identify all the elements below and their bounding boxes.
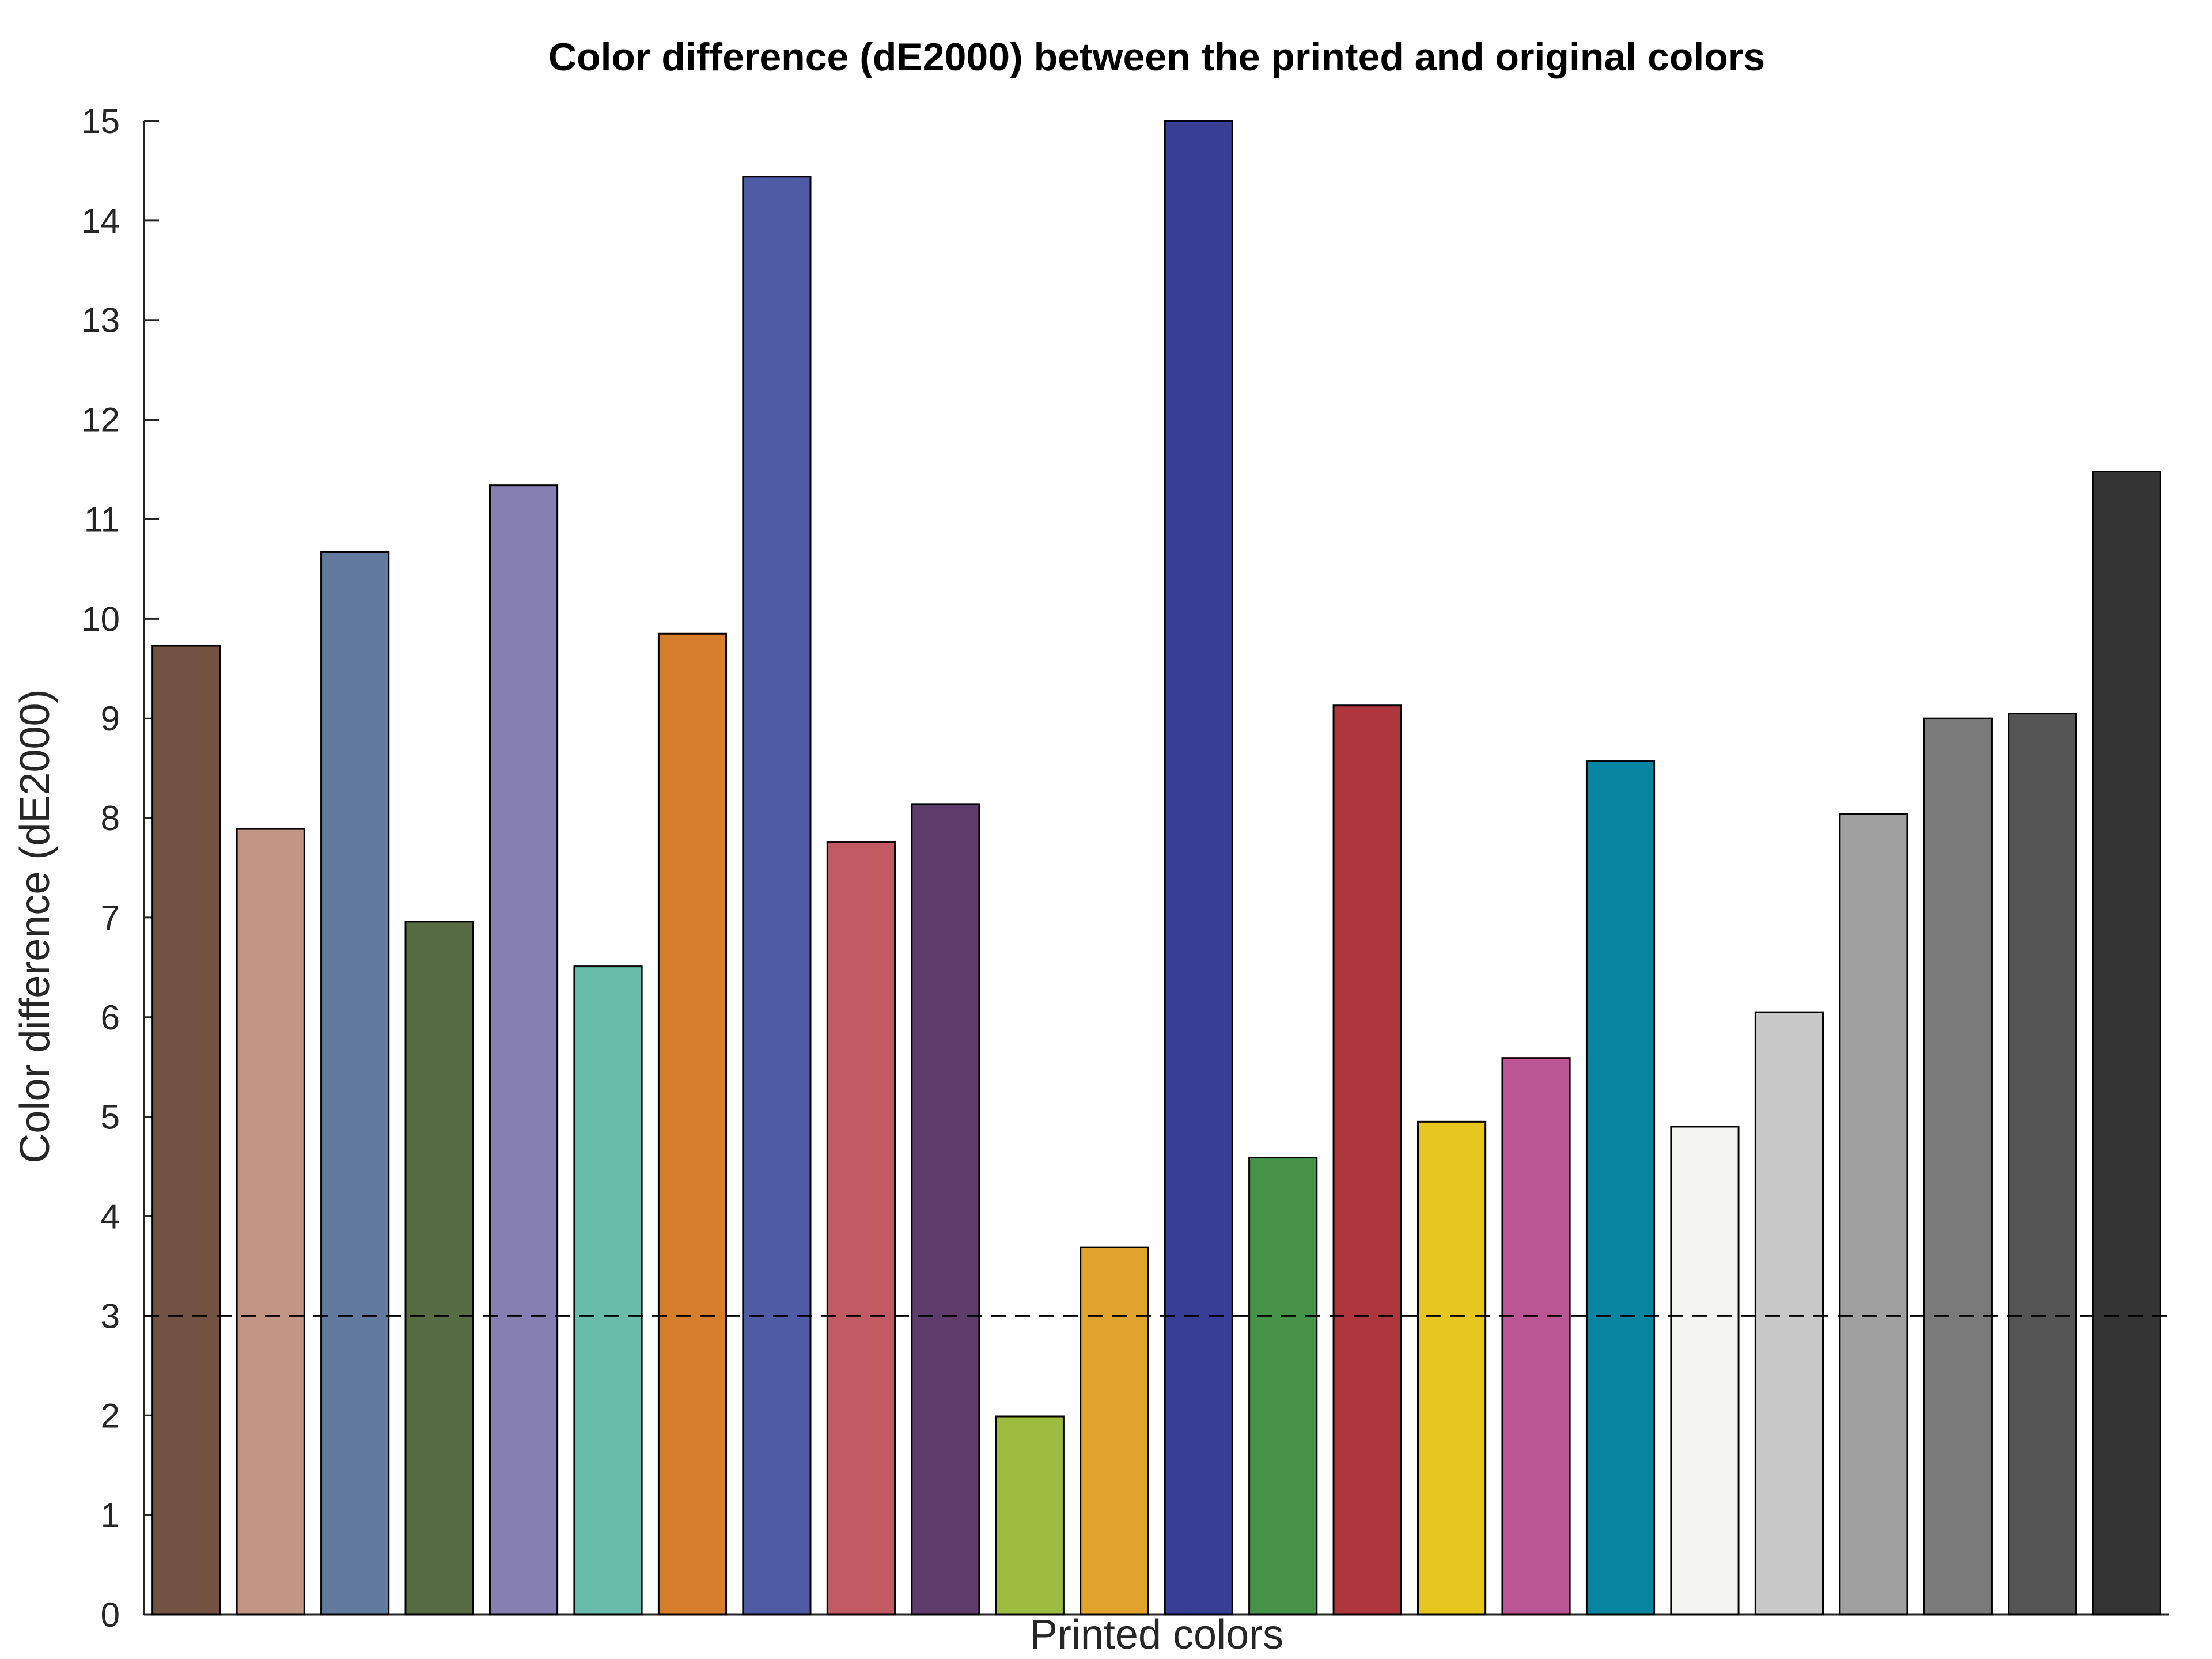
- bar: [1670, 1126, 1740, 1616]
- bar: [1080, 1246, 1149, 1616]
- bar: [1164, 120, 1233, 1616]
- bar: [573, 965, 643, 1616]
- bar: [1754, 1011, 1824, 1616]
- bar: [1332, 704, 1402, 1616]
- bar: [1585, 760, 1656, 1616]
- bar: [742, 176, 812, 1616]
- x-axis-label: Printed colors: [1030, 1612, 1283, 1658]
- bar: [488, 484, 559, 1616]
- y-tick-label: 7: [101, 899, 120, 937]
- bar: [404, 921, 474, 1616]
- bar: [1501, 1057, 1571, 1616]
- bar: [320, 551, 390, 1616]
- bar: [911, 803, 980, 1616]
- y-tick-label: 0: [101, 1596, 120, 1634]
- y-tick-label: 11: [84, 500, 120, 539]
- y-tick-label: 4: [101, 1198, 120, 1236]
- y-tick-label: 1: [101, 1496, 120, 1535]
- y-tick-label: 10: [81, 600, 120, 638]
- bar: [657, 632, 728, 1616]
- y-tick-label: 12: [81, 401, 120, 440]
- y-tick-label: 15: [81, 102, 120, 141]
- y-tick-label: 5: [101, 1098, 120, 1137]
- chart-title: Color difference (dE2000) between the pr…: [548, 35, 1765, 79]
- y-axis-label: Color difference (dE2000): [12, 689, 58, 1163]
- y-tick-label: 9: [101, 699, 120, 738]
- bar: [826, 841, 896, 1616]
- y-tick-label: 3: [101, 1297, 120, 1335]
- bar: [236, 828, 305, 1616]
- bar: [2092, 470, 2161, 1616]
- bar: [1923, 717, 1993, 1616]
- y-tick-label: 14: [81, 202, 120, 240]
- bar: [1839, 813, 1908, 1616]
- bar: [1417, 1120, 1487, 1616]
- bar: [2008, 713, 2077, 1616]
- y-tick-label: 6: [101, 998, 120, 1037]
- bar: [995, 1415, 1065, 1616]
- y-tick-label: 8: [101, 799, 120, 838]
- y-tick-label: 13: [81, 301, 120, 340]
- y-tick-label: 2: [101, 1396, 120, 1435]
- bar: [1248, 1157, 1318, 1616]
- bar: [151, 645, 221, 1616]
